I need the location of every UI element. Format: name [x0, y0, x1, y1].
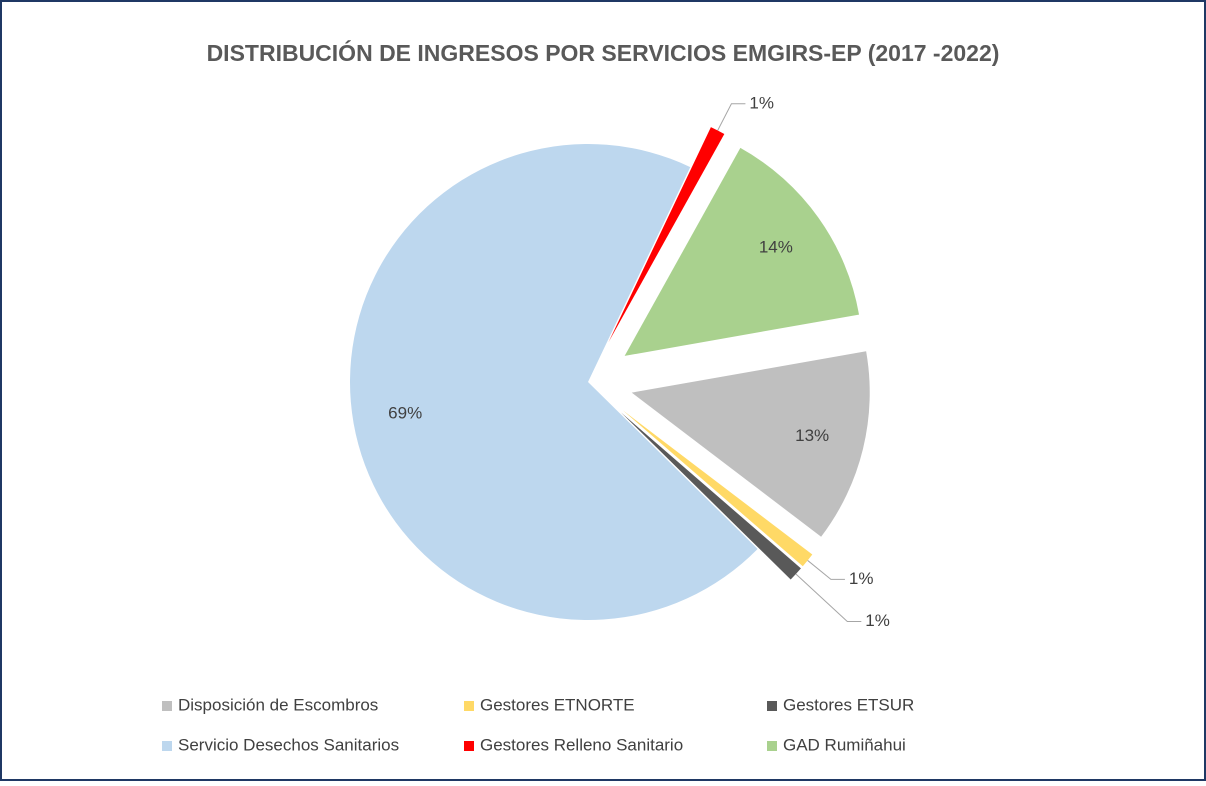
- legend-marker: [162, 741, 172, 751]
- legend-marker: [464, 741, 474, 751]
- legend-marker: [464, 701, 474, 711]
- data-label: 13%: [795, 426, 829, 445]
- leader-line: [795, 573, 862, 623]
- leader-line: [717, 103, 746, 131]
- legend-label: Disposición de Escombros: [178, 695, 378, 714]
- legend-marker: [767, 741, 777, 751]
- pie-slice: [624, 147, 860, 356]
- chart-title: DISTRIBUCIÓN DE INGRESOS POR SERVICIOS E…: [207, 39, 1000, 66]
- data-label: 1%: [849, 569, 874, 588]
- legend-label: Servicio Desechos Sanitarios: [178, 735, 399, 754]
- legend-label: GAD Rumiñahui: [783, 735, 906, 754]
- data-label: 1%: [865, 611, 890, 630]
- legend-label: Gestores ETSUR: [783, 695, 914, 714]
- legend-marker: [767, 701, 777, 711]
- legend-label: Gestores ETNORTE: [480, 695, 635, 714]
- legend-marker: [162, 701, 172, 711]
- pie-slice: [350, 144, 758, 620]
- data-label: 1%: [749, 93, 774, 112]
- legend-label: Gestores Relleno Sanitario: [480, 735, 683, 754]
- leader-line: [807, 560, 845, 580]
- pie-slice: [622, 410, 813, 567]
- data-label: 69%: [388, 404, 422, 423]
- pie-slice: [631, 351, 870, 537]
- pie-slice: [608, 127, 725, 343]
- data-label: 14%: [759, 238, 793, 257]
- pie-slice: [621, 412, 801, 580]
